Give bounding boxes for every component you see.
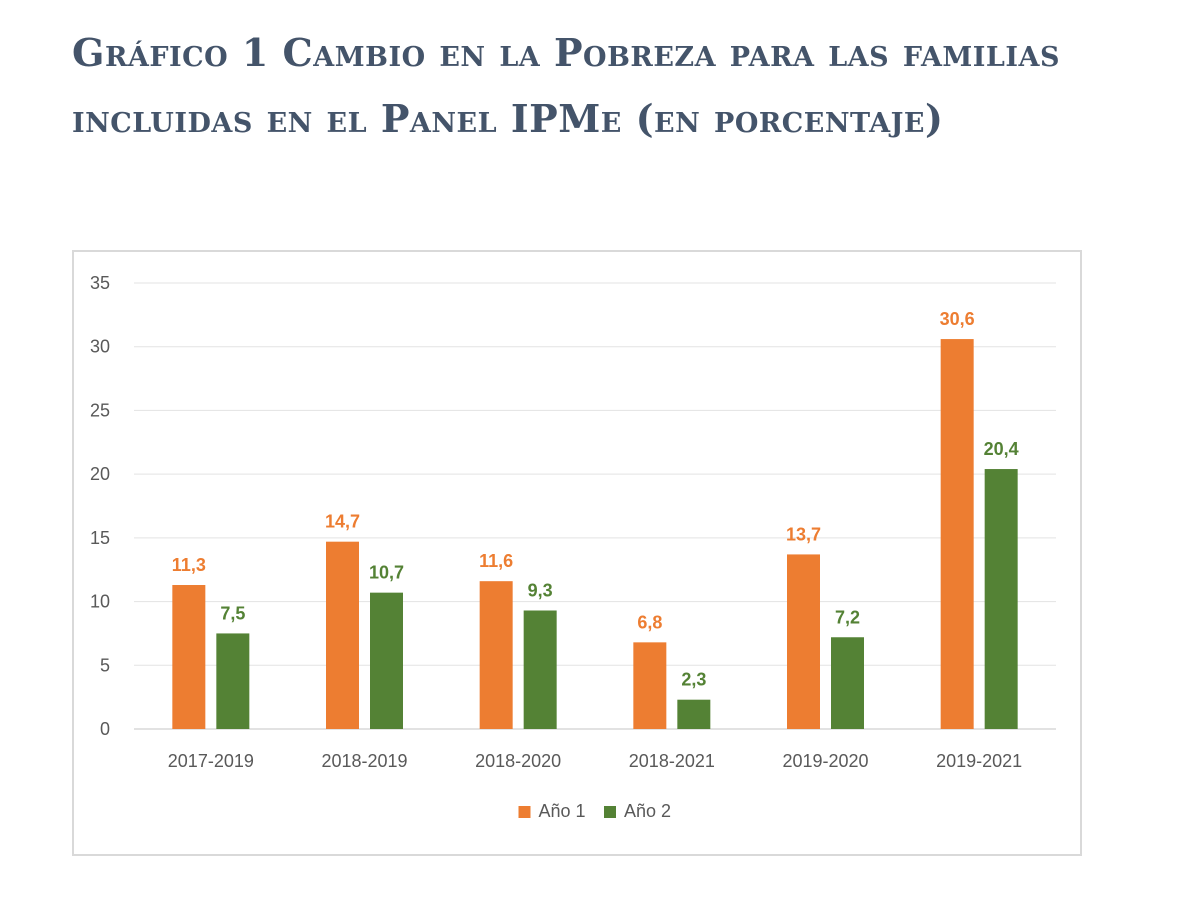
bars bbox=[172, 339, 1018, 729]
y-tick-label: 10 bbox=[90, 592, 110, 612]
bar-ano-1 bbox=[787, 554, 820, 729]
y-tick-label: 35 bbox=[90, 273, 110, 293]
data-label: 2,3 bbox=[681, 670, 706, 690]
y-tick-label: 15 bbox=[90, 528, 110, 548]
bar-ano-1 bbox=[326, 541, 359, 729]
legend-swatch bbox=[518, 806, 531, 818]
y-tick-label: 0 bbox=[100, 719, 110, 739]
data-label: 10,7 bbox=[369, 563, 404, 583]
bar-ano-1 bbox=[633, 642, 667, 729]
legend: Año 1 Año 2 bbox=[518, 801, 671, 821]
y-tick-label: 20 bbox=[90, 464, 110, 484]
bar-ano-2 bbox=[216, 633, 250, 729]
data-label: 11,3 bbox=[172, 555, 206, 575]
data-labels: 11,3 7,5 14,7 10,7 11,6 9,3 6,8 2,3 13,7 7,2 30,6 2… bbox=[172, 309, 1019, 690]
data-label: 7,5 bbox=[220, 603, 245, 623]
data-label: 9,3 bbox=[528, 580, 553, 600]
x-tick-label: 2019-2020 bbox=[782, 751, 868, 771]
bar-ano-2 bbox=[831, 637, 864, 729]
bar-ano-2 bbox=[523, 610, 557, 729]
gridlines bbox=[134, 282, 1056, 730]
data-label: 11,6 bbox=[479, 551, 513, 571]
bar-ano-2 bbox=[984, 469, 1018, 729]
chart-title: Gráfico 1 Cambio en la Pobreza para las … bbox=[72, 30, 1060, 141]
x-axis: 2017-2019 2018-2019 2018-2020 2018-2021 2019… bbox=[168, 751, 1022, 771]
data-label: 6,8 bbox=[637, 612, 662, 632]
x-tick-label: 2018-2020 bbox=[475, 751, 561, 771]
bar-ano-1 bbox=[940, 339, 974, 729]
data-label: 30,6 bbox=[940, 309, 975, 329]
bar-ano-1 bbox=[479, 581, 513, 729]
bar-ano-2 bbox=[677, 699, 711, 729]
bar-ano-2 bbox=[370, 592, 403, 729]
data-label: 14,7 bbox=[325, 512, 360, 532]
legend-label: Año 1 bbox=[539, 801, 586, 821]
y-tick-label: 30 bbox=[90, 337, 110, 357]
x-tick-label: 2019-2021 bbox=[936, 751, 1022, 771]
bar-chart: 0 5 10 15 20 25 30 35 11,3 7,5 14,7 10,7 11,6 9,3 6,8… bbox=[90, 273, 1056, 821]
data-label: 13,7 bbox=[786, 524, 821, 544]
data-label: 20,4 bbox=[984, 439, 1019, 459]
y-axis: 0 5 10 15 20 25 30 35 bbox=[90, 273, 110, 739]
x-tick-label: 2018-2019 bbox=[321, 751, 407, 771]
chart-frame: 0 5 10 15 20 25 30 35 11,3 7,5 14,7 10,7 11,6 9,3 6,8… bbox=[72, 250, 1082, 856]
data-label: 7,2 bbox=[835, 607, 860, 627]
legend-label: Año 2 bbox=[624, 801, 671, 821]
x-tick-label: 2017-2019 bbox=[168, 751, 254, 771]
y-tick-label: 25 bbox=[90, 400, 110, 420]
legend-swatch bbox=[604, 806, 616, 818]
y-tick-label: 5 bbox=[100, 655, 110, 675]
x-tick-label: 2018-2021 bbox=[629, 751, 715, 771]
bar-ano-1 bbox=[172, 585, 206, 729]
